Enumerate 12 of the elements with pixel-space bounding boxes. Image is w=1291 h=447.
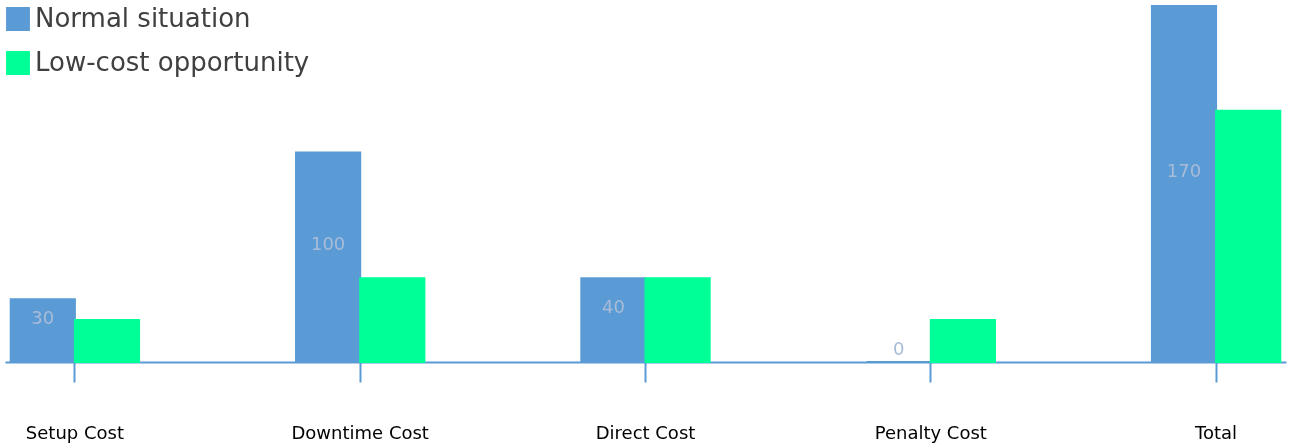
data-label: 170: [1166, 160, 1202, 181]
data-label: 0: [892, 338, 905, 359]
data-label: 40: [601, 296, 625, 318]
legend-label: Normal situation: [35, 3, 251, 33]
x-tick-label: Setup Cost: [25, 421, 124, 443]
x-tick-label: Direct Cost: [595, 421, 696, 443]
data-label: 100: [310, 233, 346, 255]
x-tick-label: Downtime Cost: [291, 421, 429, 443]
x-tick-label: Penalty Cost: [874, 421, 987, 443]
legend-label: Low-cost opportunity: [35, 47, 310, 77]
data-label: 30: [31, 306, 55, 328]
x-tick-label: Total: [1194, 421, 1238, 443]
